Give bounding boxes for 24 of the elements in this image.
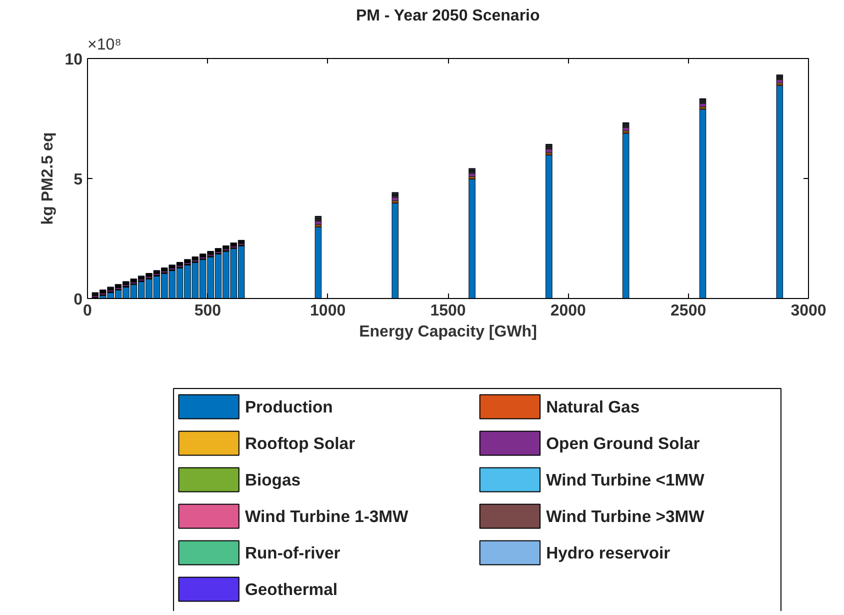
x-tick-label: 2500 — [670, 302, 706, 320]
y-tick-label: 5 — [74, 172, 83, 188]
legend-label: Wind Turbine <1MW — [546, 470, 705, 490]
x-tick-label: 500 — [194, 302, 222, 320]
x-tick-label: 3000 — [790, 302, 826, 320]
y-tick-label: 0 — [74, 292, 83, 308]
y-tick-label: 10 — [64, 52, 83, 68]
legend-label: Wind Turbine 1-3MW — [244, 506, 409, 526]
legend-label: Wind Turbine >3MW — [546, 506, 705, 526]
legend-label: Run-of-river — [244, 543, 341, 562]
legend-label: Natural Gas — [546, 397, 640, 416]
x-tick-label: 1000 — [310, 302, 346, 320]
legend-label: Open Ground Solar — [546, 434, 700, 453]
chart-title: PM - Year 2050 Scenario — [356, 8, 540, 24]
text: ×10⁸ — [88, 36, 122, 54]
legend-label: Geothermal — [244, 580, 338, 599]
y-axis-title: kg PM2.5 eq — [40, 132, 57, 225]
legend-label: Rooftop Solar — [244, 434, 356, 453]
x-tick-label: 2000 — [550, 302, 586, 320]
legend-label: Hydro reservoir — [546, 543, 671, 562]
legend-label: Production — [244, 397, 333, 416]
x-tick-label: 1500 — [430, 302, 466, 320]
legend-label: Biogas — [244, 470, 300, 490]
x-axis-title: Energy Capacity [GWh] — [359, 324, 537, 340]
